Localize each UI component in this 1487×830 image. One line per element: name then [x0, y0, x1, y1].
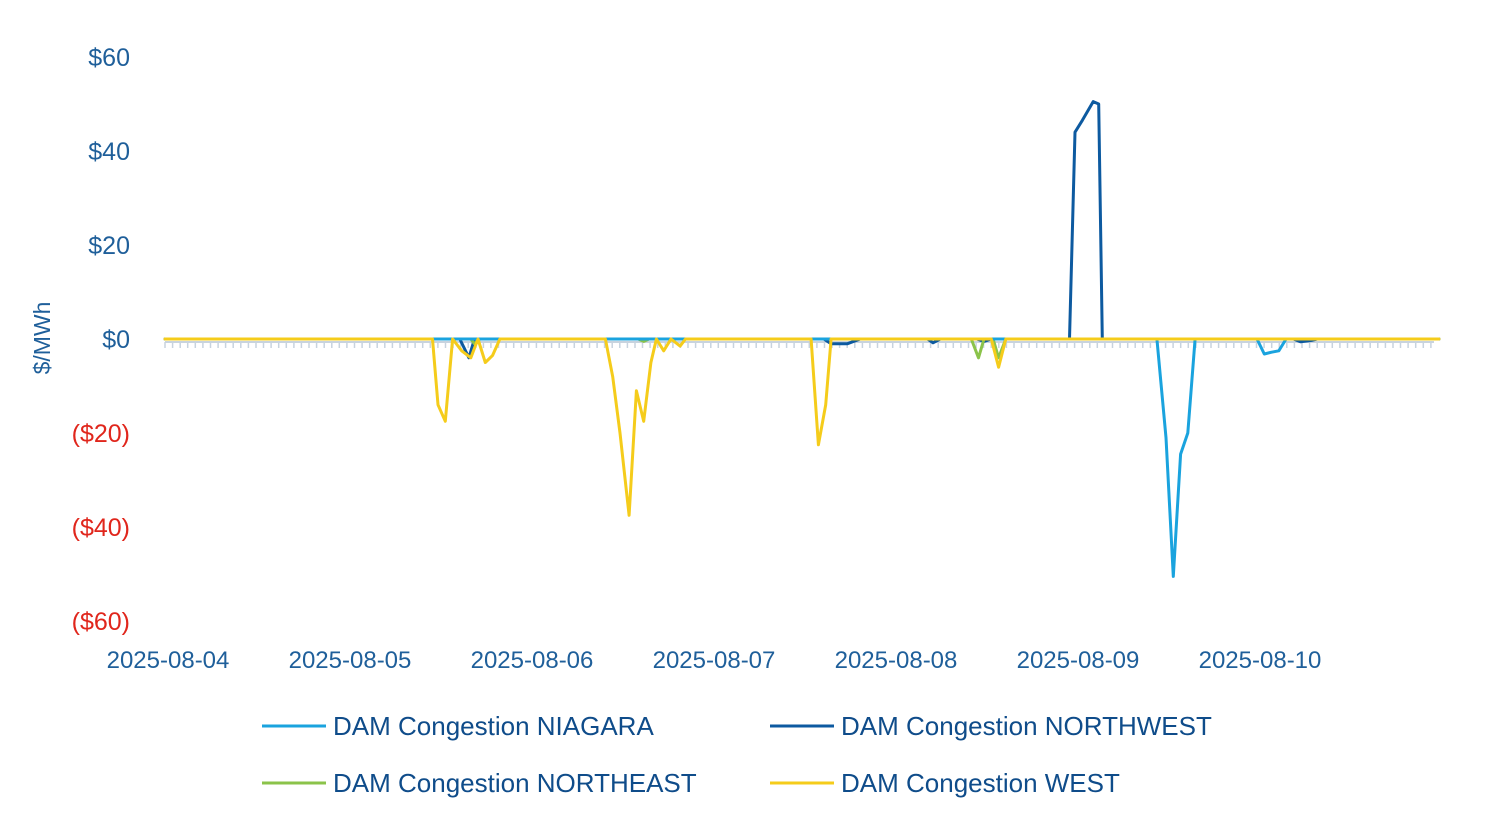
- series-line: [163, 337, 1441, 517]
- y-tick-label: $60: [88, 44, 130, 72]
- x-tick-label: 2025-08-08: [835, 647, 958, 674]
- y-tick-label: $40: [88, 138, 130, 166]
- legend-label: DAM Congestion WEST: [841, 768, 1120, 798]
- legend-label: DAM Congestion NORTHWEST: [841, 711, 1212, 741]
- series-lines: [163, 100, 1441, 578]
- x-tick-label: 2025-08-10: [1199, 647, 1322, 674]
- series-line: [163, 337, 1441, 578]
- legend-label: DAM Congestion NIAGARA: [333, 711, 654, 741]
- y-axis-ticks: $60 $40 $20 $0 ($20) ($40) ($60): [72, 44, 130, 636]
- y-tick-label: ($40): [72, 514, 130, 542]
- x-tick-label: 2025-08-04: [107, 647, 230, 674]
- legend-label: DAM Congestion NORTHEAST: [333, 768, 697, 798]
- x-tick-label: 2025-08-06: [471, 647, 594, 674]
- y-axis-label: $/MWh: [29, 302, 55, 375]
- x-axis-ticks: 2025-08-04 2025-08-05 2025-08-06 2025-08-07…: [107, 647, 1322, 674]
- y-tick-label: ($60): [72, 608, 130, 636]
- y-tick-label: ($20): [72, 420, 130, 448]
- series-line: [163, 100, 1441, 360]
- y-tick-label: $0: [102, 326, 130, 354]
- x-tick-label: 2025-08-07: [653, 647, 776, 674]
- x-tick-label: 2025-08-09: [1017, 647, 1140, 674]
- y-tick-label: $20: [88, 232, 130, 260]
- legend: DAM Congestion NIAGARA DAM Congestion NOR…: [262, 711, 1212, 798]
- x-tick-label: 2025-08-05: [289, 647, 412, 674]
